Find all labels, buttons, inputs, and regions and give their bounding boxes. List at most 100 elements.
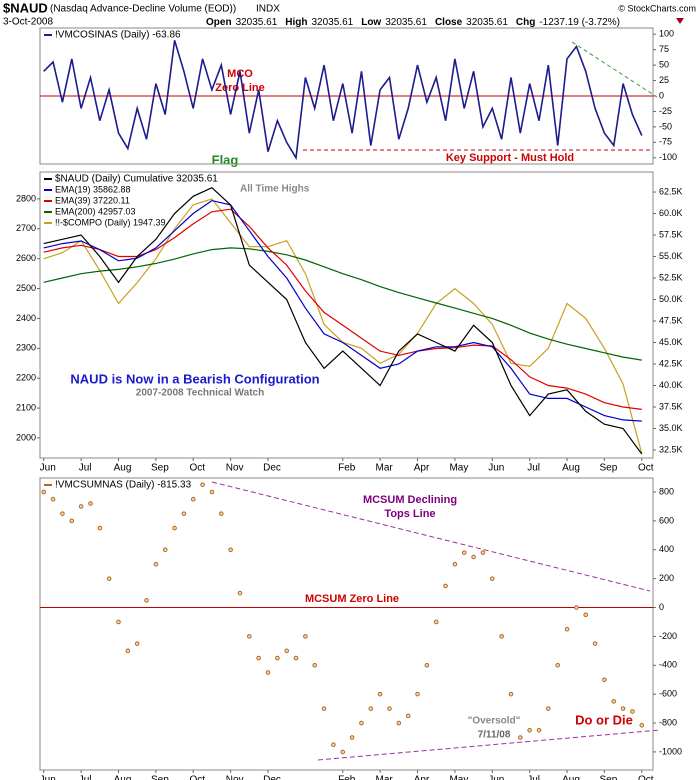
y2-tick-label: 60.0K bbox=[659, 208, 683, 218]
series-dot bbox=[387, 706, 392, 711]
series-dot bbox=[536, 727, 542, 733]
y-tick-label: 2700 bbox=[16, 223, 36, 233]
x-tick-label: Dec bbox=[263, 775, 281, 780]
y-tick-label: -1000 bbox=[659, 746, 682, 756]
x-tick-label: Apr bbox=[414, 775, 430, 780]
series-dot bbox=[116, 619, 121, 625]
series-dot bbox=[415, 691, 420, 697]
series-dot bbox=[228, 547, 233, 553]
panel-frame bbox=[39, 171, 654, 459]
x-tick-label: Aug bbox=[562, 463, 580, 474]
annotation: 2007-2008 Technical Watch bbox=[136, 388, 264, 399]
series-dot bbox=[153, 561, 159, 567]
series-dot bbox=[564, 626, 570, 632]
y-tick-label: 100 bbox=[659, 29, 674, 39]
series-dot bbox=[359, 720, 364, 726]
series-dot bbox=[312, 663, 318, 668]
x-tick-label: Sep bbox=[151, 775, 169, 780]
series-dot bbox=[527, 727, 532, 733]
series-dot bbox=[546, 706, 551, 711]
y-tick-label: -75 bbox=[659, 137, 672, 147]
series-dot bbox=[489, 576, 495, 581]
bottoms-line bbox=[317, 729, 661, 761]
series-line bbox=[43, 247, 642, 361]
series-dot bbox=[275, 655, 280, 661]
y-tick-label: -100 bbox=[659, 152, 677, 162]
series-dot bbox=[200, 482, 205, 488]
y-tick-label: 2600 bbox=[16, 253, 36, 263]
series-dot bbox=[424, 663, 430, 668]
series-dot bbox=[331, 742, 336, 748]
series-dot bbox=[284, 648, 289, 654]
y2-tick-label: 32.5K bbox=[659, 444, 683, 454]
quote-value: -1237.19 (-3.72%) bbox=[539, 17, 620, 28]
y-tick-label: 50 bbox=[659, 59, 669, 69]
series-line bbox=[43, 199, 642, 422]
series-dot bbox=[555, 663, 560, 668]
series-dot bbox=[106, 576, 112, 581]
y-tick-label: 2500 bbox=[16, 283, 36, 293]
y2-tick-label: 40.0K bbox=[659, 380, 683, 390]
series-dot bbox=[209, 489, 215, 495]
series-dot bbox=[97, 525, 103, 531]
x-tick-label: Jul bbox=[527, 775, 540, 780]
y-tick-label: -400 bbox=[659, 660, 677, 670]
y-tick-label: 2100 bbox=[16, 402, 36, 412]
x-tick-label: Sep bbox=[600, 775, 618, 780]
quote-value: 32035.61 bbox=[385, 17, 427, 28]
y2-tick-label: 50.0K bbox=[659, 294, 683, 304]
series-dot bbox=[190, 496, 196, 502]
quote-label: Open bbox=[206, 17, 232, 28]
annotation: NAUD is Now in a Bearish Configuration bbox=[70, 371, 319, 386]
x-tick-label: May bbox=[449, 775, 468, 780]
series-dot bbox=[574, 605, 579, 610]
series-dot bbox=[172, 525, 177, 531]
series-dot bbox=[218, 511, 224, 516]
x-tick-label: May bbox=[449, 463, 468, 474]
y2-tick-label: 45.0K bbox=[659, 337, 683, 347]
description: (Nasdaq Advance-Decline Volume (EOD)) bbox=[50, 4, 236, 15]
series-dot bbox=[508, 691, 514, 697]
tops-line bbox=[211, 481, 651, 592]
x-tick-label: Jul bbox=[79, 463, 92, 474]
y-tick-label: -600 bbox=[659, 689, 677, 699]
y-tick-label: 2300 bbox=[16, 343, 36, 353]
series-line bbox=[43, 40, 643, 161]
series-dot bbox=[303, 634, 308, 639]
annotation: 7/11/08 bbox=[478, 730, 511, 741]
series-dot bbox=[134, 641, 140, 646]
quote: Open 32035.61 High 32035.61 Low 32035.61 Close… bbox=[206, 17, 620, 28]
series-line bbox=[43, 186, 643, 455]
series-dot bbox=[461, 550, 467, 555]
y2-tick-label: 55.0K bbox=[659, 251, 683, 261]
legend-label: !VMCOSINAS (Daily) -63.86 bbox=[55, 30, 181, 41]
series-dot bbox=[602, 677, 607, 683]
x-tick-label: Feb bbox=[338, 463, 356, 474]
series-dot bbox=[162, 547, 168, 553]
x-tick-label: Feb bbox=[338, 775, 356, 780]
x-tick-label: Nov bbox=[226, 775, 244, 780]
y-tick-label: -800 bbox=[659, 717, 677, 727]
series-dot bbox=[181, 511, 187, 516]
legend-label: !!-$COMPO (Daily) 1947.39 bbox=[55, 217, 166, 227]
legend-label: $NAUD (Daily) Cumulative 32035.61 bbox=[55, 174, 218, 185]
series-dot bbox=[247, 634, 252, 639]
y2-tick-label: 57.5K bbox=[659, 229, 683, 239]
y2-tick-label: 47.5K bbox=[659, 315, 683, 325]
y-tick-label: 0 bbox=[659, 90, 664, 100]
series-dot bbox=[368, 706, 374, 711]
annotation: Tops Line bbox=[384, 508, 435, 520]
symbol: $NAUD bbox=[3, 0, 48, 15]
x-tick-label: Jun bbox=[40, 775, 56, 780]
series-dot bbox=[50, 496, 56, 502]
series-dot bbox=[452, 561, 458, 567]
x-tick-label: Jul bbox=[79, 775, 92, 780]
x-tick-label: Oct bbox=[638, 775, 654, 780]
y-tick-label: 25 bbox=[659, 75, 669, 85]
series-dot bbox=[433, 619, 439, 625]
legend-label: EMA(39) 37220.11 bbox=[55, 195, 130, 205]
quote-label: High bbox=[285, 17, 307, 28]
y2-tick-label: 62.5K bbox=[659, 186, 683, 196]
y2-tick-label: 42.5K bbox=[659, 358, 683, 368]
